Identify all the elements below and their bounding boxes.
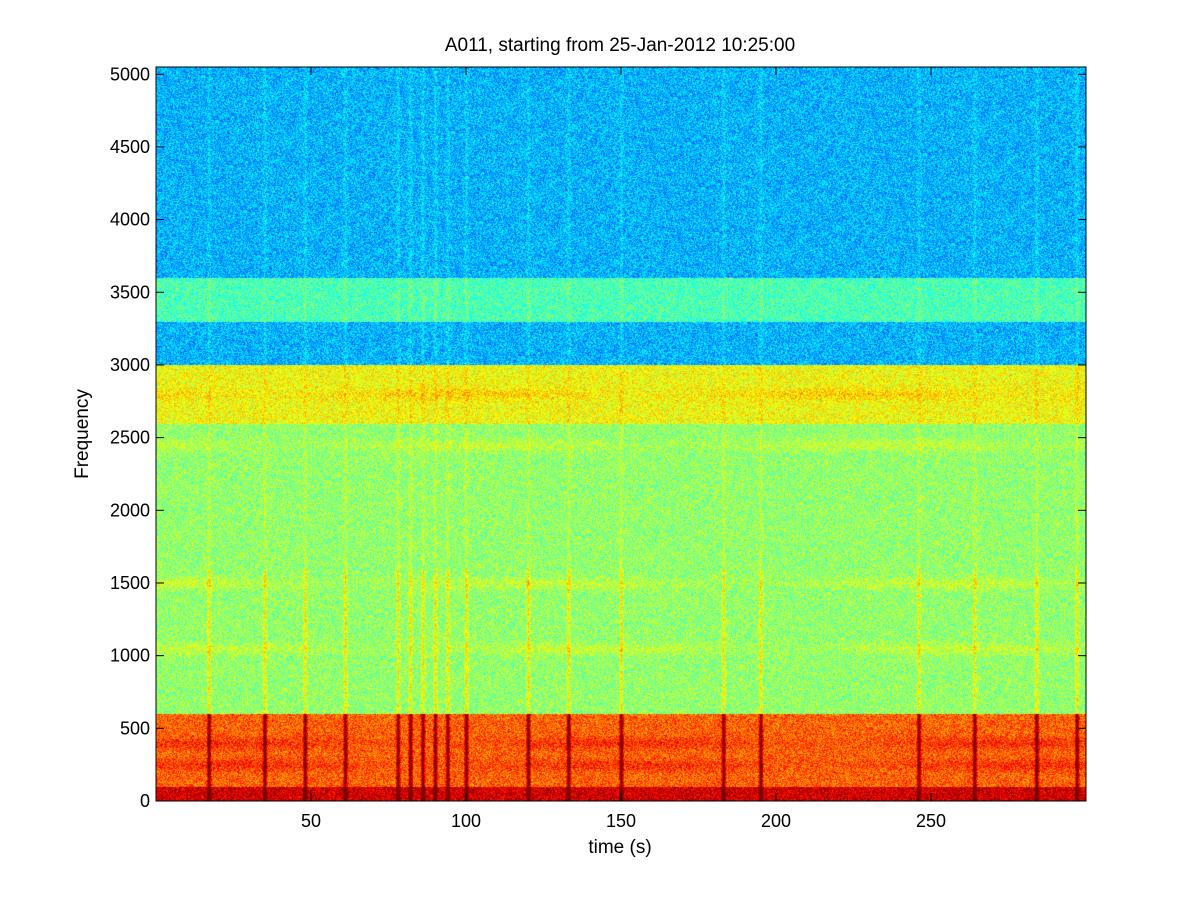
- y-axis-ticks: 0 500 1000 1500 2000 2500 3000 3500 4000 4500 5000: [110, 64, 1086, 811]
- y-tick-label: 3000: [110, 355, 150, 375]
- y-tick-label: 4000: [110, 210, 150, 230]
- y-tick-label: 4500: [110, 137, 150, 157]
- y-tick-label: 0: [140, 791, 150, 811]
- y-tick-label: 3500: [110, 282, 150, 302]
- x-tick-label: 200: [761, 811, 791, 831]
- y-axis-label: Frequency: [72, 389, 93, 479]
- spectrogram-image: [156, 67, 1086, 801]
- chart-title: A011, starting from 25-Jan-2012 10:25:00: [445, 35, 795, 56]
- x-tick-label: 250: [916, 811, 946, 831]
- y-tick-label: 2000: [110, 500, 150, 520]
- y-tick-label: 1500: [110, 573, 150, 593]
- x-axis-label: time (s): [588, 837, 651, 858]
- y-tick-label: 5000: [110, 64, 150, 84]
- plot-area: [155, 66, 1087, 802]
- x-axis-ticks: 50 100 150 200 250: [301, 67, 946, 831]
- x-tick-label: 100: [451, 811, 481, 831]
- y-tick-label: 2500: [110, 428, 150, 448]
- y-tick-label: 1000: [110, 646, 150, 666]
- y-tick-label: 500: [120, 718, 150, 738]
- x-tick-label: 150: [606, 811, 636, 831]
- x-tick-label: 50: [301, 811, 321, 831]
